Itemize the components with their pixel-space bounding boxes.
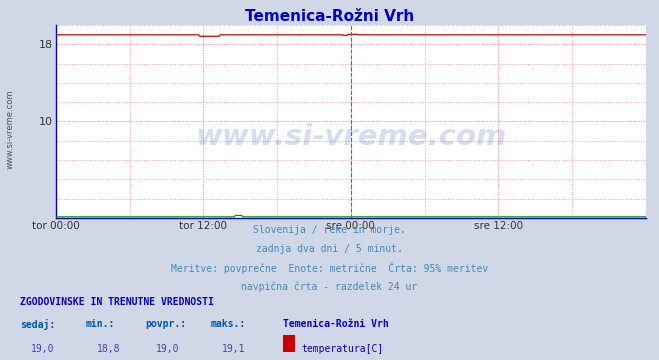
Text: Temenica-Rožni Vrh: Temenica-Rožni Vrh — [283, 319, 389, 329]
Text: Slovenija / reke in morje.: Slovenija / reke in morje. — [253, 225, 406, 235]
Text: ZGODOVINSKE IN TRENUTNE VREDNOSTI: ZGODOVINSKE IN TRENUTNE VREDNOSTI — [20, 297, 214, 307]
Text: temperatura[C]: temperatura[C] — [302, 344, 384, 354]
Text: www.si-vreme.com: www.si-vreme.com — [5, 90, 14, 169]
Text: www.si-vreme.com: www.si-vreme.com — [195, 123, 507, 151]
Text: 19,0: 19,0 — [31, 344, 55, 354]
Text: povpr.:: povpr.: — [145, 319, 186, 329]
Text: Temenica-Rožni Vrh: Temenica-Rožni Vrh — [245, 9, 414, 24]
Text: min.:: min.: — [86, 319, 115, 329]
Text: 19,0: 19,0 — [156, 344, 180, 354]
Text: sedaj:: sedaj: — [20, 319, 55, 330]
Text: 19,1: 19,1 — [222, 344, 246, 354]
Text: navpična črta - razdelek 24 ur: navpična črta - razdelek 24 ur — [241, 281, 418, 292]
Text: maks.:: maks.: — [211, 319, 246, 329]
Text: zadnja dva dni / 5 minut.: zadnja dva dni / 5 minut. — [256, 244, 403, 254]
Text: 18,8: 18,8 — [97, 344, 121, 354]
Text: Meritve: povprečne  Enote: metrične  Črta: 95% meritev: Meritve: povprečne Enote: metrične Črta:… — [171, 262, 488, 274]
